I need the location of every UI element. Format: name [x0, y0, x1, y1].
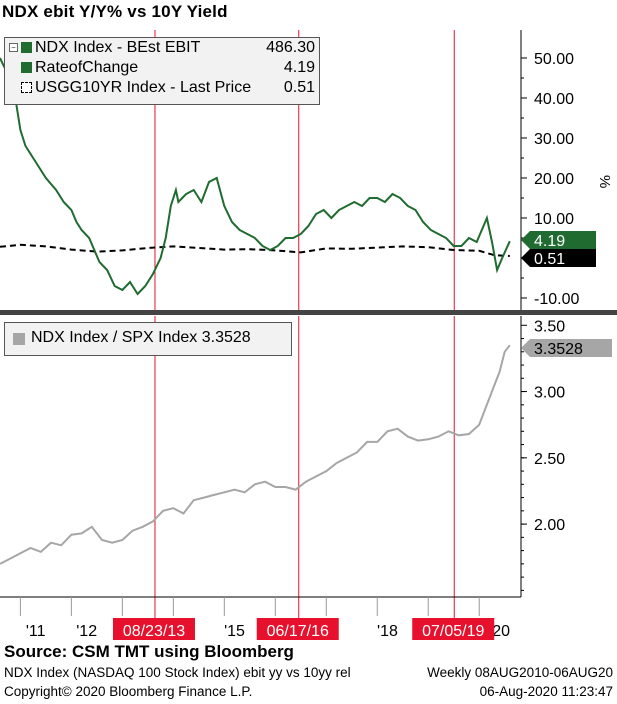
event-date-label-bg	[112, 618, 195, 640]
top-y-tick-label: 30.00	[534, 131, 574, 148]
last-value-tag-roc-bg	[521, 231, 596, 249]
axis-layer: -10.00 10.00 20.00 30.00 40.00 50.00% 2.00 2.50…	[0, 30, 617, 640]
x-year-label: '15	[224, 623, 245, 640]
x-year-label: '12	[76, 623, 97, 640]
x-year-label: '20	[489, 623, 510, 640]
series-line-yield	[0, 243, 510, 257]
collapse-legend-icon[interactable]: −	[9, 43, 18, 52]
event-date-label: 06/17/16	[267, 623, 329, 640]
legend-label: RateofChange	[35, 59, 139, 76]
bottom-y-tick-label: 3.00	[534, 385, 565, 402]
legend-swatch-ratio	[13, 333, 25, 345]
legend-label-ratio: NDX Index / SPX Index 3.3528	[31, 329, 251, 346]
legend-label: NDX Index - BEst EBIT	[35, 39, 201, 56]
last-value-tag-roc-text: 4.19	[534, 233, 565, 250]
footer-date-range: Weekly 08AUG2010-06AUG20	[427, 665, 613, 680]
event-date-label-bg	[256, 618, 339, 640]
last-value-tag-yield-bg	[521, 249, 596, 267]
footer-copyright: Copyright© 2020 Bloomberg Finance L.P.	[4, 684, 253, 699]
bottom-y-tick-label: 2.00	[534, 517, 565, 534]
event-date-label: 08/23/13	[123, 623, 185, 640]
last-value-tag-ratio-bg	[521, 339, 612, 357]
legend-label: USGG10YR Index - Last Price	[35, 79, 252, 96]
last-value-tag-yield-text: 0.51	[534, 251, 565, 268]
legend-bottom[interactable]: NDX Index / SPX Index 3.3528	[4, 322, 292, 356]
legend-value: 486.30	[266, 39, 315, 56]
legend-value: 4.19	[283, 59, 315, 76]
legend-swatch-roc	[21, 62, 32, 73]
event-date-label-bg	[412, 618, 495, 640]
panel-divider	[0, 310, 617, 315]
last-value-tag-ratio-text: 3.3528	[534, 341, 583, 358]
series-line-ndx-spx	[0, 344, 511, 565]
event-date-label: 07/05/19	[422, 623, 484, 640]
chart-title: NDX ebit Y/Y% vs 10Y Yield	[2, 2, 228, 21]
top-y-tick-label: 50.00	[534, 51, 574, 68]
legend-value: 0.51	[283, 79, 315, 96]
x-year-label: '11	[26, 623, 46, 640]
legend-item-roc[interactable]: RateofChange 4.19	[5, 58, 319, 78]
footer-description: NDX Index (NASDAQ 100 Stock Index) ebit …	[4, 665, 351, 680]
bottom-y-tick-label: 2.50	[534, 451, 565, 468]
top-y-tick-label: 20.00	[534, 171, 574, 188]
series-line-rateofchange	[0, 57, 511, 296]
top-y-axis-label: %	[596, 175, 613, 188]
source-line: Source: CSM TMT using Bloomberg	[4, 642, 294, 661]
legend-item-yield[interactable]: USGG10YR Index - Last Price 0.51	[5, 78, 319, 98]
bottom-y-tick-label: 3.50	[534, 318, 565, 335]
legend-top[interactable]: − NDX Index - BEst EBIT 486.30 RateofCha…	[4, 37, 320, 105]
legend-swatch-ebit	[21, 42, 32, 53]
footer-timestamp: 06-Aug-2020 11:23:47	[479, 684, 613, 699]
top-y-tick-label: 40.00	[534, 91, 574, 108]
top-y-tick-label: 10.00	[534, 211, 574, 228]
legend-swatch-yield	[21, 82, 32, 93]
x-year-label: '18	[377, 623, 398, 640]
top-y-tick-label: -10.00	[534, 291, 579, 308]
legend-item-ebit[interactable]: NDX Index - BEst EBIT 486.30	[5, 38, 319, 58]
